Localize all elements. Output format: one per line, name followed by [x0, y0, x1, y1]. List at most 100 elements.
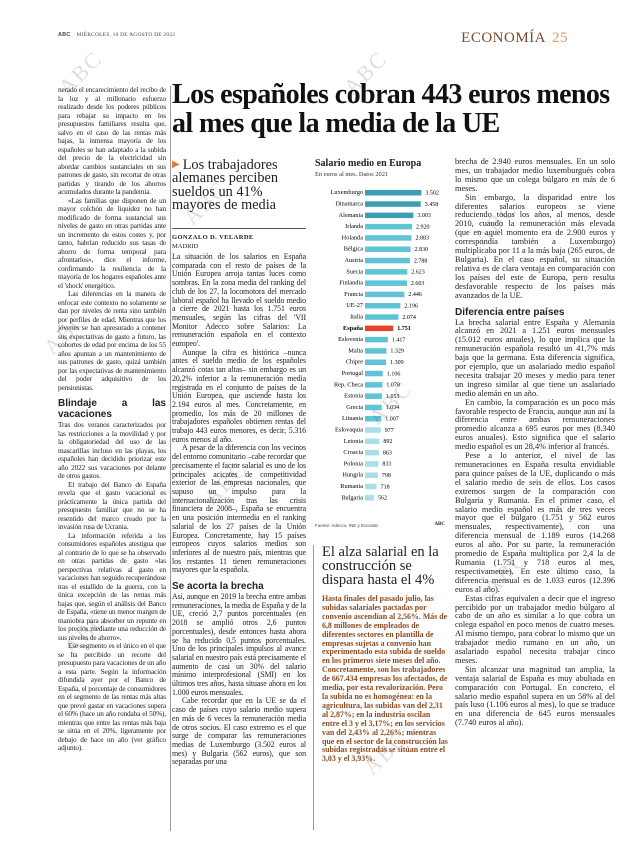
value-label: 718 — [381, 484, 390, 490]
bar-holanda — [365, 235, 412, 241]
category-label: Estonia — [344, 393, 363, 400]
category-label: Portugal — [342, 370, 364, 377]
paragraph: Las diferencias en la manera de enfocar … — [58, 289, 166, 392]
place: MADRID — [172, 243, 199, 250]
bar-polonia — [365, 461, 379, 467]
category-label: Suecia — [346, 268, 363, 275]
value-label: 2.920 — [416, 224, 430, 230]
deck: ▶ Los trabajadores alemanes perciben suel… — [172, 158, 308, 212]
bar-luxemburgo — [365, 190, 422, 196]
value-label: 863 — [383, 450, 392, 456]
category-label: Croacia — [343, 449, 363, 456]
subheading: Blindaje a las vacaciones — [58, 398, 166, 420]
value-label: 1.106 — [387, 371, 401, 377]
bar-malta — [365, 348, 387, 354]
sidebar-body: Hasta finales del pasado julio, las subi… — [322, 594, 448, 764]
category-label: Eslovenia — [338, 336, 363, 343]
column-1: nerado el encarecimiento del recibo de l… — [58, 85, 166, 753]
bar-hungr-a — [365, 472, 378, 478]
section-name: ECONOMÍA — [461, 30, 546, 46]
value-label: 1.078 — [386, 383, 400, 389]
category-label: Eslovaquia — [335, 427, 363, 434]
category-label: Luxemburgo — [331, 189, 363, 196]
bar-eslovaquia — [365, 427, 381, 433]
category-label: Dinamarca — [335, 201, 363, 208]
paragraph: Sin alcanzar una magnitud tan amplia, la… — [455, 664, 615, 728]
category-label: Rep. Checa — [334, 381, 363, 388]
value-label: 2.603 — [411, 281, 425, 287]
paragraph: En cambio, la comparación es un poco más… — [455, 397, 615, 452]
bar-portugal — [365, 370, 383, 377]
category-label: Bélgica — [344, 246, 363, 253]
section-header: ECONOMÍA 25 — [461, 30, 568, 47]
category-label: UE-27 — [346, 302, 363, 309]
category-label: Italia — [350, 314, 363, 321]
category-label: Alemania — [339, 212, 364, 219]
sidebar-title: El alza salarial en la construcción se d… — [322, 544, 439, 589]
category-label: Polonia — [344, 460, 363, 467]
bar-finlandia — [365, 280, 407, 286]
category-label: Holanda — [342, 234, 364, 241]
value-label: 1.309 — [390, 360, 404, 366]
paragraph: brecha de 2.940 euros mensuales. En un s… — [455, 157, 615, 193]
value-label: 2.788 — [414, 258, 428, 264]
category-label: Chipre — [346, 359, 363, 366]
category-label: Grecia — [346, 404, 363, 411]
bar-alemania — [365, 212, 414, 219]
bar-italia — [365, 314, 399, 320]
paragraph: Pese a lo anterior, el nivel de las remu… — [455, 451, 615, 594]
bar-dinamarca — [365, 201, 421, 207]
paragraph: La información referida a los consumidor… — [58, 530, 166, 642]
category-label: Irlanda — [345, 223, 363, 230]
paragraph: Sin embargo, la disparidad entre los dif… — [455, 192, 615, 300]
value-label: 1.329 — [390, 349, 404, 355]
paragraph: Cabe recordar que en la UE se da el caso… — [172, 696, 306, 767]
bar-b-lgica — [365, 246, 411, 252]
paragraph: A pesar de la diferencia con los vecinos… — [172, 443, 306, 575]
subheading: Diferencia entre países — [455, 306, 565, 318]
value-label: 798 — [382, 473, 391, 479]
bar-francia — [365, 291, 405, 298]
bar-suecia — [365, 269, 408, 275]
value-label: 2.196 — [404, 304, 418, 310]
bar-lituania — [365, 416, 382, 422]
paragraph: «Las familias que disponen de un mayor c… — [58, 195, 166, 290]
value-label: 3.458 — [425, 202, 439, 208]
bar-estonia — [365, 393, 382, 399]
value-label: 3.003 — [417, 213, 431, 219]
category-label: Bulgaria — [341, 494, 363, 501]
paragraph: nerado el encarecimiento del recibo de l… — [58, 85, 166, 196]
date: MIÉRCOLES, 10 DE AGOSTO DE 2022 — [76, 32, 176, 38]
value-label: 892 — [383, 439, 392, 445]
value-label: 1.417 — [392, 337, 406, 343]
salary-chart: Salario medio en Europa En euros al mes.… — [315, 158, 447, 533]
paragraph: Estas cifras equivalen a decir que el in… — [455, 593, 615, 665]
paragraph: Aunque la cifra es histórica –nunca ante… — [172, 347, 306, 444]
byline: GONZALO D. VELARDE MADRID — [172, 233, 254, 251]
paragraph: Ese segmento es el único en el que se ha… — [58, 641, 166, 752]
paragraph: La situación de los salarios en España c… — [172, 252, 306, 349]
divider — [172, 228, 306, 229]
sidebar-divider — [313, 545, 314, 830]
bar-rep-checa — [365, 382, 383, 388]
category-label: España — [343, 325, 364, 332]
value-label: 2.446 — [408, 292, 422, 298]
paragraph: La brecha salarial entre España y Aleman… — [455, 317, 615, 398]
category-label: Hungría — [342, 472, 363, 479]
category-label: Francia — [344, 291, 363, 298]
column-divider — [170, 86, 171, 831]
bar-chipre — [365, 359, 387, 365]
value-label: 1.751 — [397, 326, 411, 332]
value-label: 977 — [385, 428, 394, 434]
bar-ue-27 — [365, 303, 401, 309]
bar-espa-a — [365, 325, 394, 332]
value-label: 833 — [382, 462, 391, 468]
bar-bulgaria — [365, 495, 375, 501]
category-label: Austria — [344, 257, 363, 264]
category-label: Finlandia — [339, 280, 363, 287]
deck-text: Los trabajadores alemanes perciben sueld… — [172, 157, 278, 213]
value-label: 2.830 — [415, 247, 429, 253]
value-label: 2.623 — [411, 270, 425, 276]
bar-letonia — [365, 438, 380, 445]
value-label: 2.883 — [415, 236, 429, 242]
